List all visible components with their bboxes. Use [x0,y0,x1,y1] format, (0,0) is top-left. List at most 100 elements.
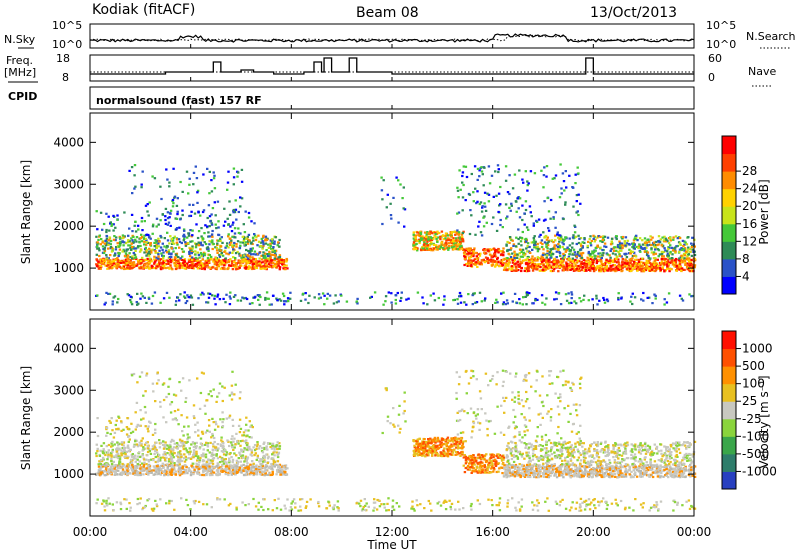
range-cell [522,182,524,184]
range-cell [205,454,207,456]
range-cell [581,269,583,271]
range-cell [546,165,548,167]
range-cell [223,225,225,227]
range-cell [602,239,604,241]
range-cell [197,252,199,254]
range-cell [274,265,276,267]
range-cell [568,263,570,265]
range-cell [508,193,510,195]
range-cell [217,294,219,296]
range-cell [381,189,383,191]
range-cell [465,248,467,250]
range-cell [640,298,642,300]
range-cell [272,262,274,264]
range-cell [115,248,117,250]
range-cell [571,242,573,244]
range-cell [459,241,461,243]
range-cell [194,213,196,215]
range-cell [552,266,554,268]
range-cell [218,234,220,236]
range-cell [279,445,281,447]
range-cell [203,253,205,255]
range-cell [195,263,197,265]
range-cell [171,247,173,249]
range-cell [206,465,208,467]
range-cell [190,211,192,213]
range-cell [563,180,565,182]
range-cell [236,176,238,178]
range-cell [415,234,417,236]
range-cell [234,446,236,448]
range-cell [451,246,453,248]
range-cell [182,466,184,468]
range-cell [275,236,277,238]
range-cell [595,297,597,299]
range-cell [117,264,119,266]
range-cell [578,297,580,299]
range-cell [563,248,565,250]
range-cell [190,474,192,476]
range-cell [647,255,649,257]
range-cell [233,261,235,263]
range-cell [616,256,618,258]
range-cell [514,257,516,259]
range-cell [518,243,520,245]
range-cell [537,248,539,250]
range-cell [390,302,392,304]
range-cell [486,222,488,224]
range-cell [436,241,438,243]
range-cell [457,303,459,305]
range-cell [390,292,392,294]
range-cell [485,210,487,212]
range-cell [604,302,606,304]
range-cell [173,243,175,245]
range-cell [480,166,482,168]
range-cell [98,463,100,465]
range-cell [100,238,102,240]
range-cell [405,299,407,301]
range-cell [305,292,307,294]
range-cell [233,168,235,170]
range-cell [386,206,388,208]
range-cell [175,247,177,249]
range-cell [653,270,655,272]
range-cell [133,445,135,447]
range-cell [435,238,437,240]
range-cell [580,300,582,302]
range-cell [186,262,188,264]
range-cell [245,268,247,270]
range-cell [105,254,107,256]
range-cell [682,299,684,301]
range-cell [582,266,584,268]
range-cell [543,166,545,168]
range-cell [130,237,132,239]
range-cell [114,227,116,229]
range-cell [546,239,548,241]
range-cell [167,211,169,213]
range-cell [127,258,129,260]
range-cell [566,265,568,267]
range-cell [202,244,204,246]
range-cell [563,189,565,191]
range-cell [177,256,179,258]
range-cell [562,246,564,248]
range-cell [158,473,160,475]
range-cell [589,238,591,240]
range-cell [239,205,241,207]
range-cell [599,236,601,238]
range-cell [595,269,597,271]
range-cell [274,251,276,253]
range-cell [277,241,279,243]
range-cell [131,230,133,232]
range-cell [251,452,253,454]
range-cell [530,258,532,260]
range-cell [255,263,257,265]
range-cell [227,218,229,220]
range-cell [546,242,548,244]
range-cell [557,246,559,248]
range-cell [458,231,460,233]
range-cell [225,473,227,475]
range-cell [247,257,249,259]
range-cell [251,302,253,304]
range-cell [97,239,99,241]
